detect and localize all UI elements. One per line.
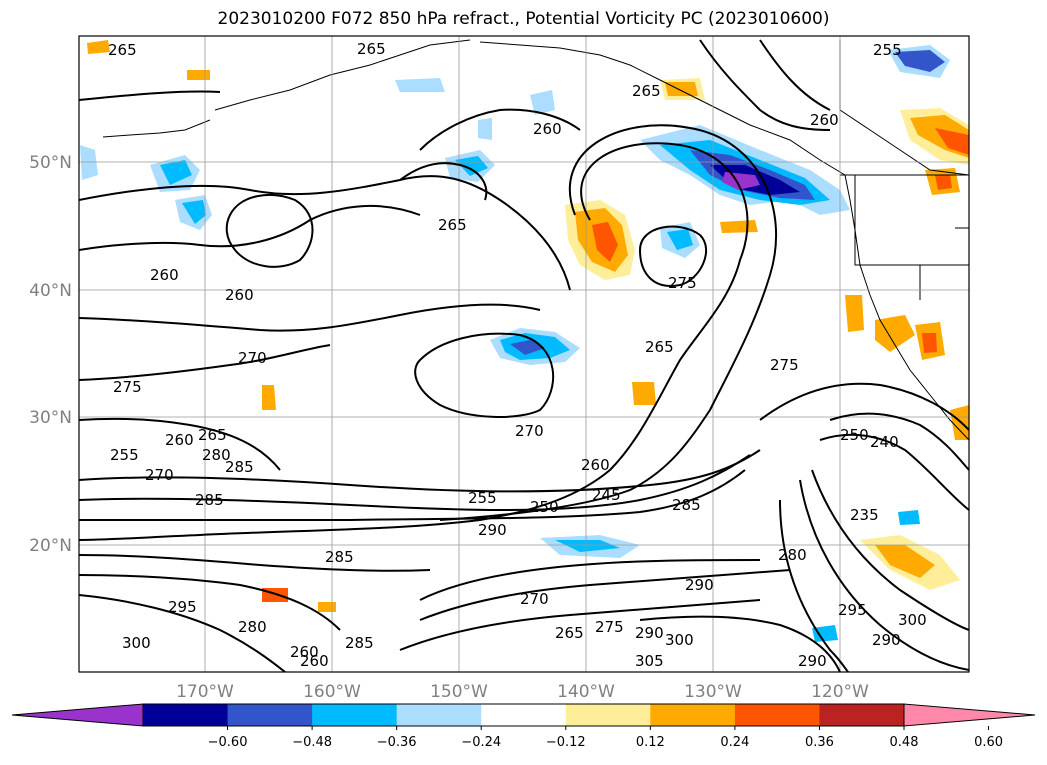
contour-label: 265 [357,40,386,58]
colorbar-segment [819,704,905,726]
contour-label: 285 [345,634,374,652]
contour-label: 290 [798,652,827,670]
contour-label: 280 [238,618,267,636]
contour-label: 260 [810,111,839,129]
contour-label: 265 [632,82,661,100]
colorbar: −0.60 −0.48 −0.36 −0.24 −0.12 0.12 0.24 0.36 0.4… [11,703,1036,750]
contour-label: 260 [225,286,254,304]
contour-label: 300 [898,611,927,629]
colorbar-segment [143,704,229,726]
latitude-labels: 50°N 40°N 30°N 20°N [29,153,72,556]
contour-label: 265 [198,426,227,444]
refractivity-contours [79,39,969,672]
contour-label: 255 [110,446,139,464]
contour-label: 260 [533,120,562,138]
contour-label: 260 [165,431,194,449]
lat-label: 20°N [29,536,72,556]
contour-label: 270 [515,422,544,440]
contour-labels: 265 265 265 255 260 260 260 260 265 275 … [108,40,927,670]
lon-label: 170°W [176,682,234,702]
contour-label: 275 [668,274,697,292]
contour-label: 275 [113,378,142,396]
contour-label: 250 [530,498,559,516]
contour-label: 260 [290,643,319,661]
colorbar-frame [142,703,905,727]
lon-label: 140°W [557,682,615,702]
colorbar-tick-label: −0.24 [461,735,501,750]
contour-label: 260 [300,652,329,670]
map-frame [78,35,970,673]
contour-label: 285 [225,458,254,476]
contour-label: 290 [872,631,901,649]
colorbar-tick-label: −0.48 [292,735,332,750]
contour-label: 265 [555,624,584,642]
contour-label: 235 [850,506,879,524]
colorbar-tick-label: −0.60 [208,735,248,750]
contour-label: 245 [592,486,621,504]
lat-label: 40°N [29,281,72,301]
colorbar-segment [650,704,736,726]
longitude-labels: 170°W 160°W 150°W 140°W 130°W 120°W [176,682,869,702]
contour-label: 285 [672,496,701,514]
colorbar-segment [565,704,651,726]
contour-label: 290 [685,576,714,594]
contour-label: 260 [581,456,610,474]
contour-label: 270 [238,349,267,367]
lon-label: 120°W [811,682,869,702]
colorbar-tick-label: 0.24 [720,735,749,750]
contour-label: 270 [145,466,174,484]
contour-label: 265 [438,216,467,234]
lon-label: 150°W [430,682,488,702]
contour-label: 240 [870,433,899,451]
colorbar-extend-high [903,703,1036,727]
contour-label: 285 [195,491,224,509]
contour-label: 270 [520,590,549,608]
colorbar-extend-low [11,703,144,727]
contour-label: 250 [840,426,869,444]
contour-label: 275 [770,356,799,374]
colorbar-tick-label: 0.12 [636,735,665,750]
colorbar-tick-label: −0.36 [377,735,417,750]
contour-label: 295 [838,601,867,619]
colorbar-tick-label: 0.36 [805,735,834,750]
map-panel: 265 265 265 255 260 260 260 260 265 275 … [79,36,969,672]
colorbar-tick-label: 0.60 [974,735,1003,750]
contour-label: 255 [873,41,902,59]
lon-label: 160°W [303,682,361,702]
colorbar-segment [734,704,820,726]
contour-label: 255 [468,489,497,507]
contour-label: 280 [778,546,807,564]
colorbar-segment [481,704,567,726]
colorbar-segment [396,704,482,726]
lat-label: 50°N [29,153,72,173]
lat-label: 30°N [29,408,72,428]
contour-label: 285 [325,548,354,566]
contour-label: 260 [150,266,179,284]
contour-label: 295 [168,598,197,616]
colorbar-tick-label: 0.48 [890,735,919,750]
plot-title: 2023010200 F072 850 hPa refract., Potent… [217,9,830,29]
contour-label: 290 [635,624,664,642]
contour-label: 300 [122,634,151,652]
colorbar-tick-label: −0.12 [546,735,586,750]
contour-label: 280 [202,446,231,464]
contour-label: 275 [595,618,624,636]
contour-label: 300 [665,631,694,649]
contour-label: 305 [635,652,664,670]
contour-label: 265 [108,41,137,59]
lon-label: 130°W [684,682,742,702]
contour-label: 265 [645,338,674,356]
colorbar-segment [227,704,313,726]
colorbar-segment [312,704,398,726]
contour-label: 290 [478,521,507,539]
